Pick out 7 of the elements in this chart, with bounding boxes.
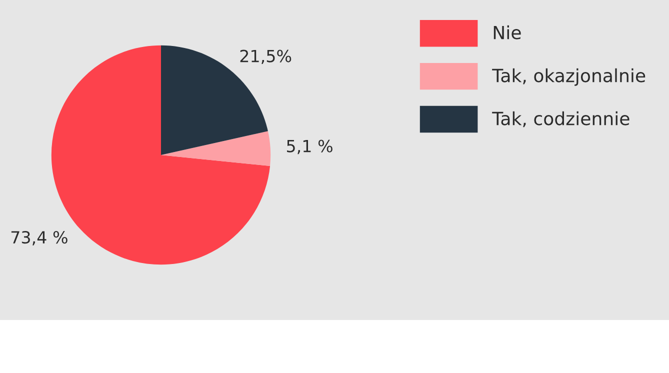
- legend-label: Tak, okazjonalnie: [492, 68, 646, 86]
- data-label: 73,4 %: [11, 231, 68, 246]
- pie-slice: [161, 131, 271, 166]
- data-label: 21,5%: [240, 50, 292, 64]
- legend-label: Tak, codziennie: [492, 111, 630, 128]
- data-label: 5,1 %: [287, 140, 332, 154]
- legend-label: Nie: [494, 25, 521, 40]
